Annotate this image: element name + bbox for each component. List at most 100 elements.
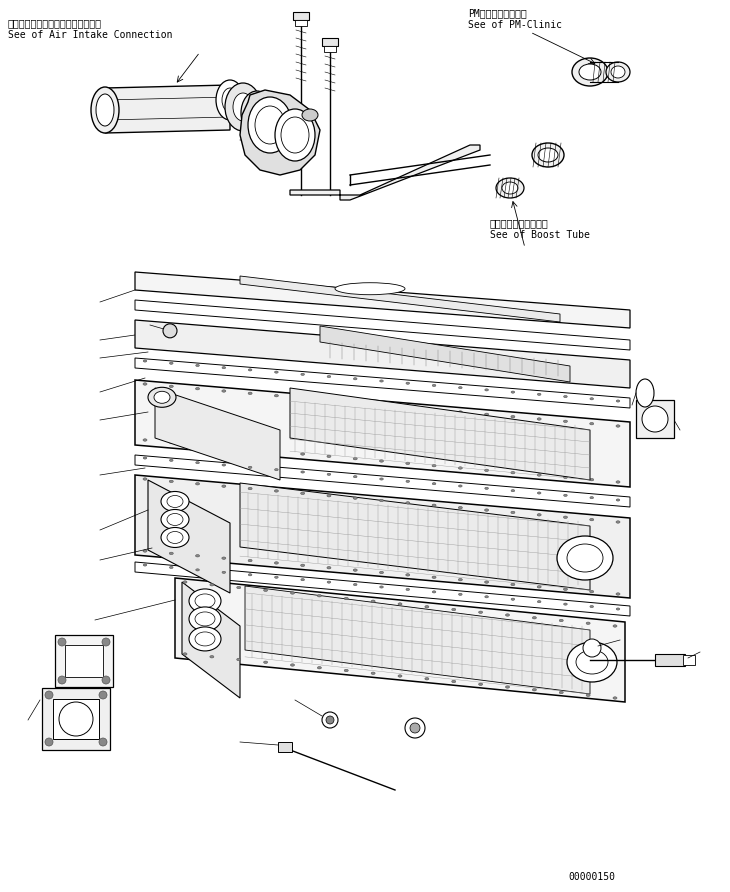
Ellipse shape: [425, 606, 429, 608]
Ellipse shape: [302, 109, 318, 121]
Ellipse shape: [353, 583, 357, 586]
Bar: [55, 635, 113, 687]
Ellipse shape: [167, 532, 183, 543]
Ellipse shape: [143, 323, 147, 326]
Ellipse shape: [143, 359, 147, 362]
Ellipse shape: [353, 341, 357, 343]
Ellipse shape: [432, 465, 436, 467]
Ellipse shape: [301, 471, 304, 473]
Ellipse shape: [439, 309, 442, 311]
Ellipse shape: [196, 443, 199, 446]
Ellipse shape: [557, 318, 561, 320]
Ellipse shape: [222, 88, 238, 112]
Ellipse shape: [458, 386, 462, 389]
Ellipse shape: [538, 148, 558, 162]
Ellipse shape: [432, 591, 436, 593]
Ellipse shape: [567, 544, 603, 572]
Ellipse shape: [189, 607, 221, 631]
Ellipse shape: [301, 355, 304, 358]
Ellipse shape: [353, 475, 357, 478]
Ellipse shape: [409, 296, 413, 299]
Ellipse shape: [537, 586, 541, 588]
Ellipse shape: [274, 450, 278, 453]
Ellipse shape: [274, 371, 278, 373]
Ellipse shape: [586, 320, 591, 323]
Ellipse shape: [202, 279, 206, 282]
Ellipse shape: [102, 638, 110, 646]
Ellipse shape: [616, 593, 620, 595]
Ellipse shape: [169, 442, 173, 443]
Ellipse shape: [479, 683, 483, 685]
Ellipse shape: [195, 612, 215, 626]
Ellipse shape: [353, 458, 357, 460]
Ellipse shape: [241, 91, 273, 135]
Ellipse shape: [616, 363, 620, 365]
Ellipse shape: [616, 323, 620, 326]
Polygon shape: [135, 475, 630, 598]
Ellipse shape: [405, 718, 425, 738]
Text: エアーインテークコネクション参照: エアーインテークコネクション参照: [8, 18, 102, 28]
Ellipse shape: [410, 723, 420, 733]
Ellipse shape: [636, 379, 654, 407]
Ellipse shape: [537, 417, 541, 420]
Ellipse shape: [564, 588, 567, 591]
Ellipse shape: [143, 275, 147, 277]
Ellipse shape: [301, 373, 304, 376]
Bar: [278, 742, 292, 752]
Ellipse shape: [380, 586, 383, 588]
Ellipse shape: [326, 716, 334, 724]
Bar: [42, 688, 110, 750]
Ellipse shape: [143, 564, 147, 566]
Ellipse shape: [154, 392, 170, 403]
Ellipse shape: [468, 311, 472, 313]
Ellipse shape: [406, 574, 410, 576]
Ellipse shape: [406, 345, 410, 347]
Ellipse shape: [195, 594, 215, 608]
Ellipse shape: [248, 574, 252, 576]
Ellipse shape: [371, 600, 375, 602]
Polygon shape: [240, 483, 590, 590]
Ellipse shape: [222, 557, 226, 559]
Ellipse shape: [537, 474, 541, 476]
Ellipse shape: [58, 638, 66, 646]
Ellipse shape: [485, 596, 488, 598]
Ellipse shape: [143, 342, 147, 344]
Ellipse shape: [248, 559, 252, 562]
Ellipse shape: [301, 397, 304, 400]
Polygon shape: [240, 276, 560, 322]
Ellipse shape: [380, 500, 383, 501]
Ellipse shape: [380, 404, 383, 406]
Ellipse shape: [498, 303, 502, 306]
Polygon shape: [135, 320, 630, 388]
Ellipse shape: [532, 143, 564, 167]
Ellipse shape: [59, 702, 93, 736]
Ellipse shape: [511, 391, 515, 393]
Ellipse shape: [458, 485, 462, 487]
Ellipse shape: [196, 364, 199, 367]
Ellipse shape: [485, 351, 488, 354]
Ellipse shape: [183, 653, 187, 656]
Ellipse shape: [222, 571, 226, 574]
Ellipse shape: [590, 497, 593, 499]
Ellipse shape: [222, 485, 226, 487]
Ellipse shape: [537, 335, 541, 337]
Ellipse shape: [616, 608, 620, 610]
Ellipse shape: [616, 481, 620, 483]
Ellipse shape: [195, 632, 215, 646]
Ellipse shape: [564, 476, 567, 478]
Bar: [322, 38, 338, 46]
Ellipse shape: [485, 331, 488, 333]
Ellipse shape: [557, 308, 561, 310]
Ellipse shape: [327, 494, 331, 497]
Ellipse shape: [233, 93, 253, 121]
Ellipse shape: [295, 117, 307, 123]
Ellipse shape: [210, 656, 214, 658]
Ellipse shape: [380, 304, 383, 306]
Ellipse shape: [559, 691, 564, 694]
Ellipse shape: [537, 514, 541, 516]
Ellipse shape: [611, 66, 625, 78]
Ellipse shape: [327, 474, 331, 475]
Polygon shape: [175, 578, 625, 702]
Ellipse shape: [511, 599, 515, 600]
Ellipse shape: [398, 675, 402, 677]
